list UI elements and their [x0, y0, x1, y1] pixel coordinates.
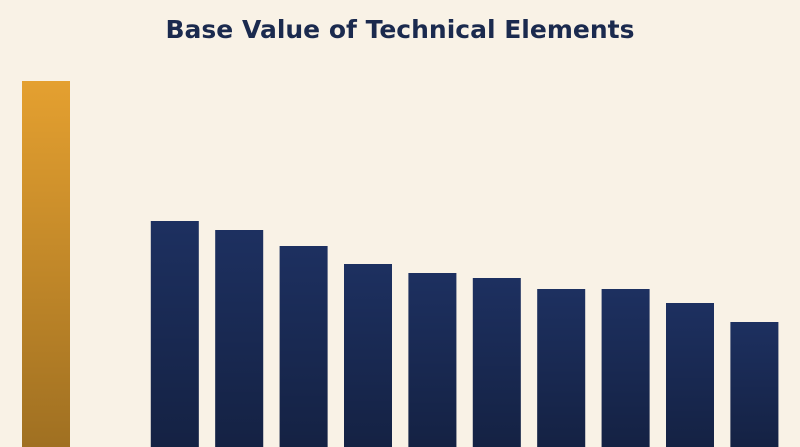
chart-title: Base Value of Technical Elements [166, 15, 635, 44]
bar-shade [150, 221, 199, 447]
bar-shade [22, 81, 70, 447]
bar-shade [537, 289, 586, 447]
bar-shade [666, 303, 714, 447]
bar-shade [344, 264, 392, 447]
bar-shade [215, 230, 264, 447]
bar-shade [279, 246, 328, 447]
bar-shade [601, 289, 650, 447]
bar-shade [408, 273, 457, 447]
bar-shade [730, 322, 779, 447]
bar-shade [472, 278, 521, 447]
